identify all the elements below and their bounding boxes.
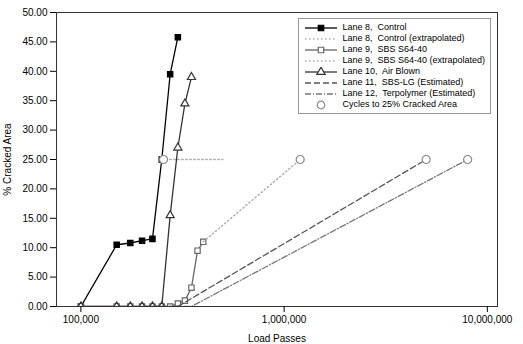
svg-text:40.00: 40.00	[22, 66, 47, 77]
svg-text:45.00: 45.00	[22, 36, 47, 47]
svg-text:100,000: 100,000	[63, 314, 100, 325]
html-text:Cycles to 25% Cracked Area: Cycles to 25% Cracked Area	[342, 99, 457, 109]
html-text:Lane 12, Terpolymer (Estimated: Lane 12, Terpolymer (Estimated)	[342, 88, 476, 98]
html-text:Lane 10, Air Blown: Lane 10, Air Blown	[342, 66, 420, 76]
svg-text:1,000,000: 1,000,000	[262, 314, 307, 325]
svg-text:20.00: 20.00	[22, 183, 47, 194]
html-text:Lane 9, SBS S64-40: Lane 9, SBS S64-40	[342, 44, 427, 54]
svg-text:10.00: 10.00	[22, 242, 47, 253]
svg-text:5.00: 5.00	[28, 271, 48, 282]
html-text:Lane 9, SBS S64-40 (extrapolat: Lane 9, SBS S64-40 (extrapolated)	[342, 55, 485, 65]
html-text:Lane 11, SBS-LG (Estimated): Lane 11, SBS-LG (Estimated)	[342, 77, 464, 87]
svg-text:50.00: 50.00	[22, 7, 47, 18]
html-text:Lane 8, Control: Lane 8, Control	[342, 22, 407, 32]
svg-text:15.00: 15.00	[22, 213, 47, 224]
svg-text:25.00: 25.00	[22, 154, 47, 165]
svg-text:0.00: 0.00	[28, 301, 48, 312]
svg-text:35.00: 35.00	[22, 95, 47, 106]
html-text:Lane 8, Control (extrapolated): Lane 8, Control (extrapolated)	[342, 33, 465, 43]
svg-text:Load Passes: Load Passes	[248, 333, 306, 344]
svg-text:10,000,000: 10,000,000	[462, 314, 512, 325]
svg-text:30.00: 30.00	[22, 124, 47, 135]
svg-text:% Cracked Area: % Cracked Area	[2, 123, 13, 196]
